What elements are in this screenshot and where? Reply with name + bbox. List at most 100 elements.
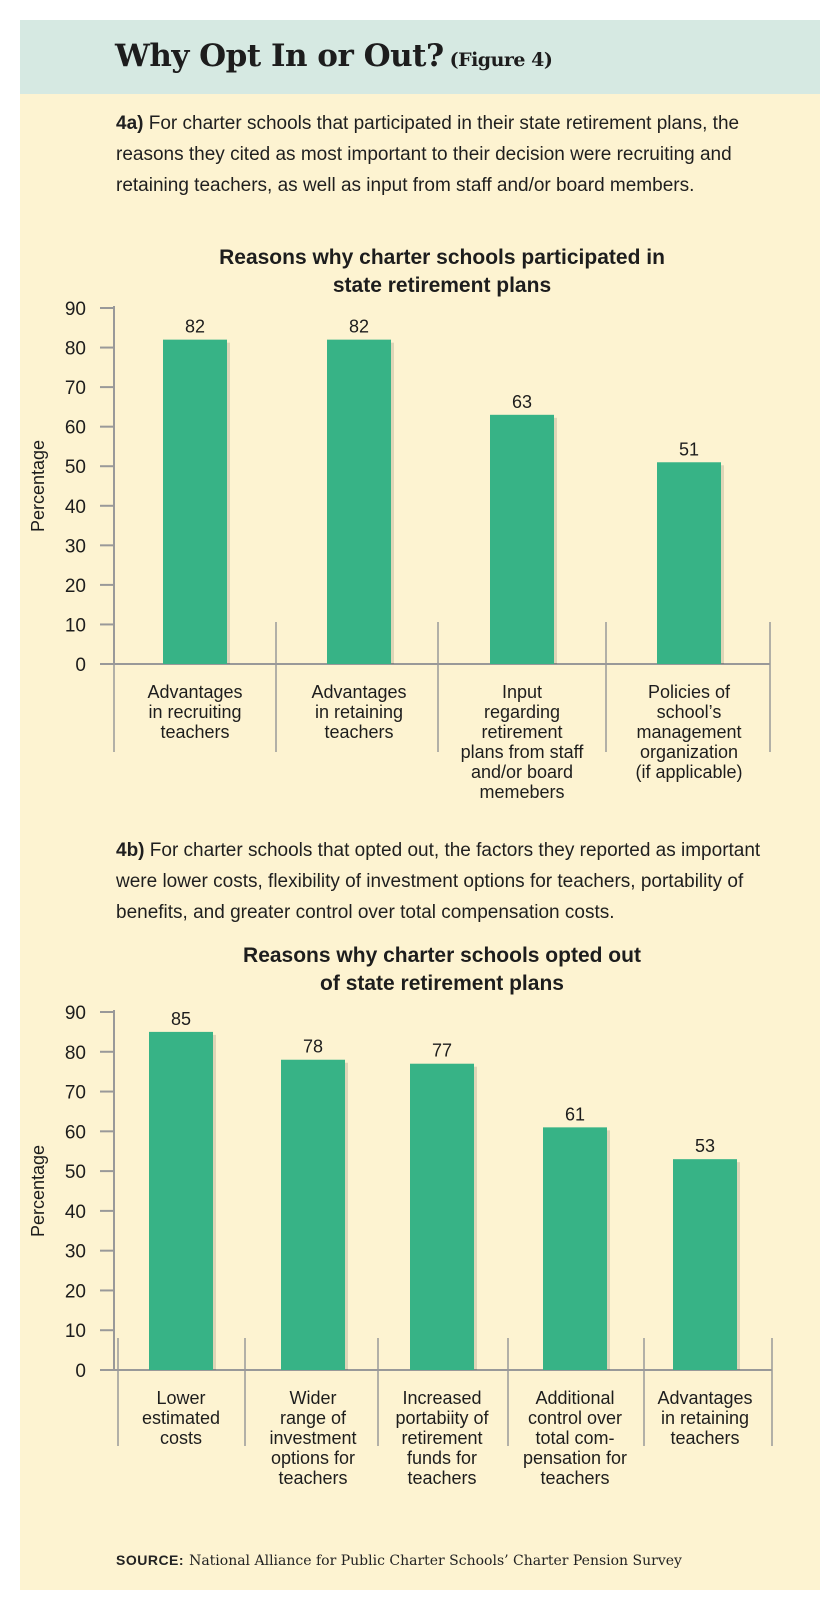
chart-b-category-label-line: options for (271, 1448, 355, 1468)
intro-4b-label: 4b) (116, 840, 145, 861)
chart-b-title: Reasons why charter schools opted out (243, 944, 641, 967)
chart-a-y-tick-label: 70 (65, 378, 86, 399)
chart-a-category-label-line: Advantages (311, 682, 406, 702)
figure-tag: (Figure 4) (449, 49, 553, 71)
chart-a-category-label: Advantages in recruiting teachers (147, 682, 242, 742)
chart-b-category-label-line: control over (528, 1408, 622, 1428)
chart-a-data-label: 82 (185, 317, 205, 337)
chart-b-bar (149, 1031, 213, 1370)
chart-b-category-label: Lower estimated costs (142, 1388, 220, 1448)
chart-b-data-label: 61 (565, 1104, 585, 1124)
chart-a-y-tick-label: 60 (65, 418, 86, 439)
chart-b-category-label-line: funds for (407, 1448, 477, 1468)
chart-a-data-label: 82 (349, 317, 369, 337)
chart-a-category-label-line: and/or board (471, 762, 573, 782)
title-text: Why Opt In or Out? (115, 38, 444, 74)
chart-a-title: Reasons why charter schools participated… (219, 246, 665, 269)
chart-a-data-label: 51 (679, 439, 699, 459)
chart-b-y-tick-label: 80 (65, 1043, 86, 1064)
chart-a-title: state retirement plans (333, 274, 551, 297)
chart-a-y-tick-label: 10 (65, 615, 86, 636)
chart-b-bar (410, 1063, 474, 1370)
chart-a-y-tick-label: 90 (65, 299, 86, 320)
chart-b-category-label-line: estimated (142, 1408, 220, 1428)
chart-b-y-tick-label: 40 (65, 1202, 86, 1223)
chart-b-y-tick-label: 10 (65, 1321, 86, 1342)
chart-a-bar (657, 462, 721, 664)
chart-a-category-label-line: Policies of (648, 682, 731, 702)
chart-b-category-label-line: Additional (535, 1388, 614, 1408)
chart-a-category-label-line: school’s (657, 702, 722, 722)
chart-a-category-label-line: regarding (484, 702, 560, 722)
chart-b-category-label: Wider range of investment options for teache… (269, 1388, 356, 1488)
intro-4a-text: For charter schools that participated in… (116, 113, 740, 196)
chart-a-data-label: 63 (512, 392, 532, 412)
chart-b-y-tick-label: 60 (65, 1122, 86, 1143)
chart-a-bar (490, 414, 554, 664)
chart-b-category-label-line: costs (160, 1428, 202, 1448)
chart-b-y-tick-label: 20 (65, 1281, 86, 1302)
chart-b-category-label: Additional control over total com-pensatio… (523, 1388, 627, 1488)
source-text: National Alliance for Public Charter Sch… (189, 1553, 682, 1569)
chart-a-y-tick-label: 50 (65, 457, 86, 478)
chart-b-category-label-line: teachers (407, 1468, 476, 1488)
intro-4a: 4a) For charter schools that participate… (116, 108, 796, 201)
chart-b-category-label-line: Wider (289, 1388, 336, 1408)
source-label: SOURCE: (116, 1552, 185, 1568)
chart-b-category-label-line: teachers (540, 1468, 609, 1488)
chart-b-category-label-line: in retaining (661, 1408, 749, 1428)
chart-b-title: of state retirement plans (320, 972, 564, 995)
chart-b-data-label: 53 (695, 1136, 715, 1156)
chart-b-category-label-line: retirement (401, 1428, 482, 1448)
chart-b-data-label: 85 (171, 1009, 191, 1029)
chart-a-y-tick-label: 30 (65, 536, 86, 557)
chart-a-category-label-line: teachers (324, 722, 393, 742)
chart-b-category-label-line: pensation for (523, 1448, 627, 1468)
chart-b-category-label-line: teachers (670, 1428, 739, 1448)
chart-a-category-label: Advantages in retaining teachers (311, 682, 406, 742)
chart-a-category-label-line: teachers (160, 722, 229, 742)
chart-b-category-label-line: teachers (278, 1468, 347, 1488)
chart-a-category-label-line: in retaining (315, 702, 403, 722)
chart-b-category-label-line: total com- (535, 1428, 614, 1448)
chart-b-bar (673, 1159, 737, 1370)
chart-b-bar (543, 1127, 607, 1370)
intro-4a-label: 4a) (116, 113, 144, 134)
chart-a-category-label: Policies of school’s management organizatio… (635, 682, 742, 782)
chart-a-y-tick-label: 20 (65, 576, 86, 597)
chart-b-category-label: Advantages in retaining teachers (657, 1388, 752, 1448)
chart-b-y-tick-label: 50 (65, 1162, 86, 1183)
chart-b-category-label-line: investment (269, 1428, 356, 1448)
chart-a-category-label-line: management (636, 722, 741, 742)
chart-a-y-tick-label: 80 (65, 339, 86, 360)
chart-b-category-label-line: Lower (156, 1388, 205, 1408)
chart-b-category-label-line: range of (280, 1408, 347, 1428)
chart-b-category-label: Increased portabiity of retirement funds fo… (395, 1388, 489, 1488)
chart-a-category-label-line: (if applicable) (635, 762, 742, 782)
chart-a-category-label: Input regarding retirement plans from staff… (461, 682, 585, 802)
chart-a-category-label-line: organization (640, 742, 738, 762)
chart-b-data-label: 78 (303, 1037, 323, 1057)
chart-a-bar (327, 339, 391, 664)
chart-a-category-label-line: memebers (479, 782, 564, 802)
chart-a-y-tick-label: 0 (75, 655, 86, 676)
chart-b-y-tick-label: 70 (65, 1083, 86, 1104)
intro-4b-text: For charter schools that opted out, the … (116, 840, 761, 923)
chart-a-y-tick-label: 40 (65, 497, 86, 518)
chart-b-category-label-line: portabiity of (395, 1408, 489, 1428)
chart-a-category-label-line: retirement (481, 722, 562, 742)
chart-a-category-label-line: plans from staff (461, 742, 585, 762)
chart-a-category-label-line: Advantages (147, 682, 242, 702)
page-title: Why Opt In or Out? (Figure 4) (115, 38, 553, 74)
chart-b-y-tick-label: 30 (65, 1242, 86, 1263)
chart-b-y-axis-label: Percentage (28, 1145, 48, 1237)
chart-b-category-label-line: Advantages (657, 1388, 752, 1408)
chart-a-bar (163, 339, 227, 664)
chart-b-data-label: 77 (432, 1041, 452, 1061)
chart-b-bar (281, 1059, 345, 1370)
chart-b-y-tick-label: 90 (65, 1003, 86, 1024)
chart-a-category-label-line: Input (502, 682, 542, 702)
chart-b-category-label-line: Increased (402, 1388, 481, 1408)
